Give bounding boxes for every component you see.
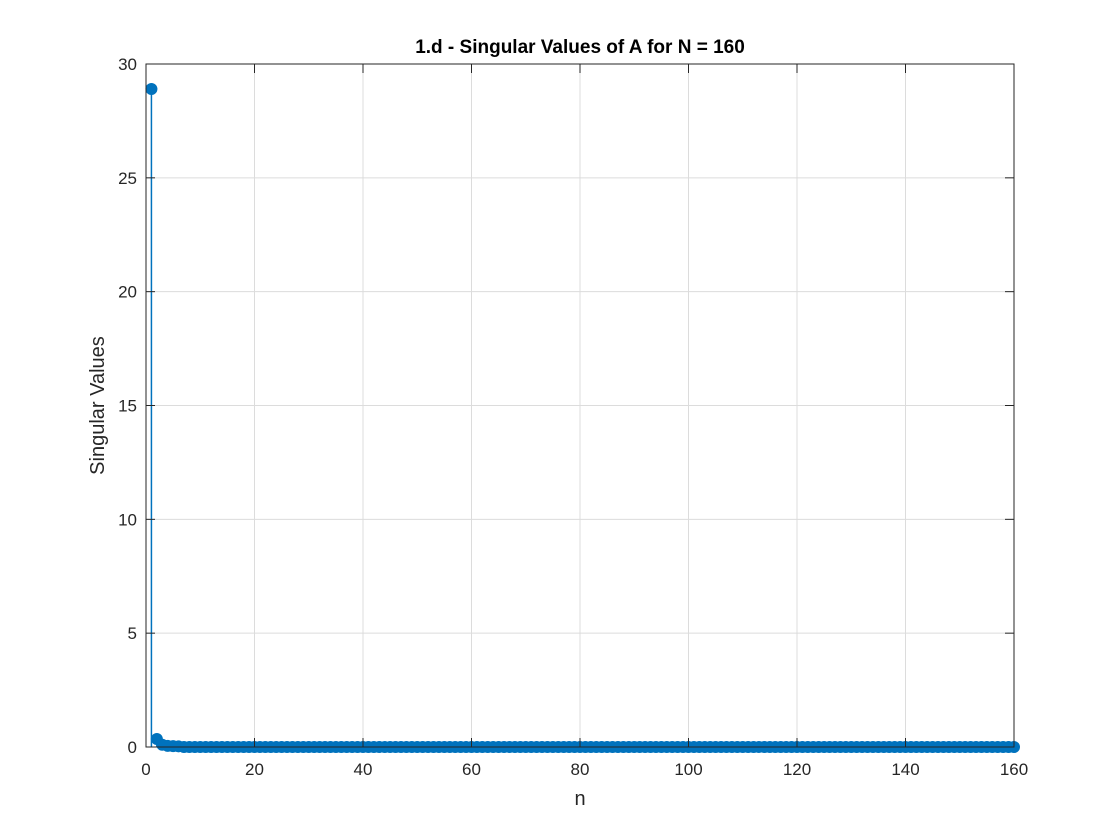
x-tick-label: 80 xyxy=(571,760,590,779)
y-tick-label: 15 xyxy=(118,397,137,416)
x-tick-labels: 0 20 40 60 80 100 120 140 160 xyxy=(141,760,1028,779)
y-tick-label: 30 xyxy=(118,55,137,74)
y-tick-label: 5 xyxy=(128,624,137,643)
stem-marker xyxy=(145,83,158,96)
x-tick-label: 100 xyxy=(674,760,702,779)
y-tick-label: 25 xyxy=(118,169,137,188)
chart-title: 1.d - Singular Values of A for N = 160 xyxy=(415,37,745,58)
x-tick-label: 120 xyxy=(783,760,811,779)
x-axis-label: n xyxy=(574,788,585,810)
y-axis-label: Singular Values xyxy=(87,336,109,475)
y-tick-label: 20 xyxy=(118,283,137,302)
y-tick-labels: 0 5 10 15 20 25 30 xyxy=(118,55,137,757)
y-tick-label: 10 xyxy=(118,510,137,529)
x-tick-label: 40 xyxy=(354,760,373,779)
x-tick-label: 140 xyxy=(891,760,919,779)
ticks xyxy=(145,63,1015,748)
y-tick-label: 0 xyxy=(128,738,137,757)
x-tick-label: 160 xyxy=(1000,760,1028,779)
x-tick-label: 20 xyxy=(245,760,264,779)
x-tick-label: 60 xyxy=(462,760,481,779)
x-tick-label: 0 xyxy=(141,760,150,779)
